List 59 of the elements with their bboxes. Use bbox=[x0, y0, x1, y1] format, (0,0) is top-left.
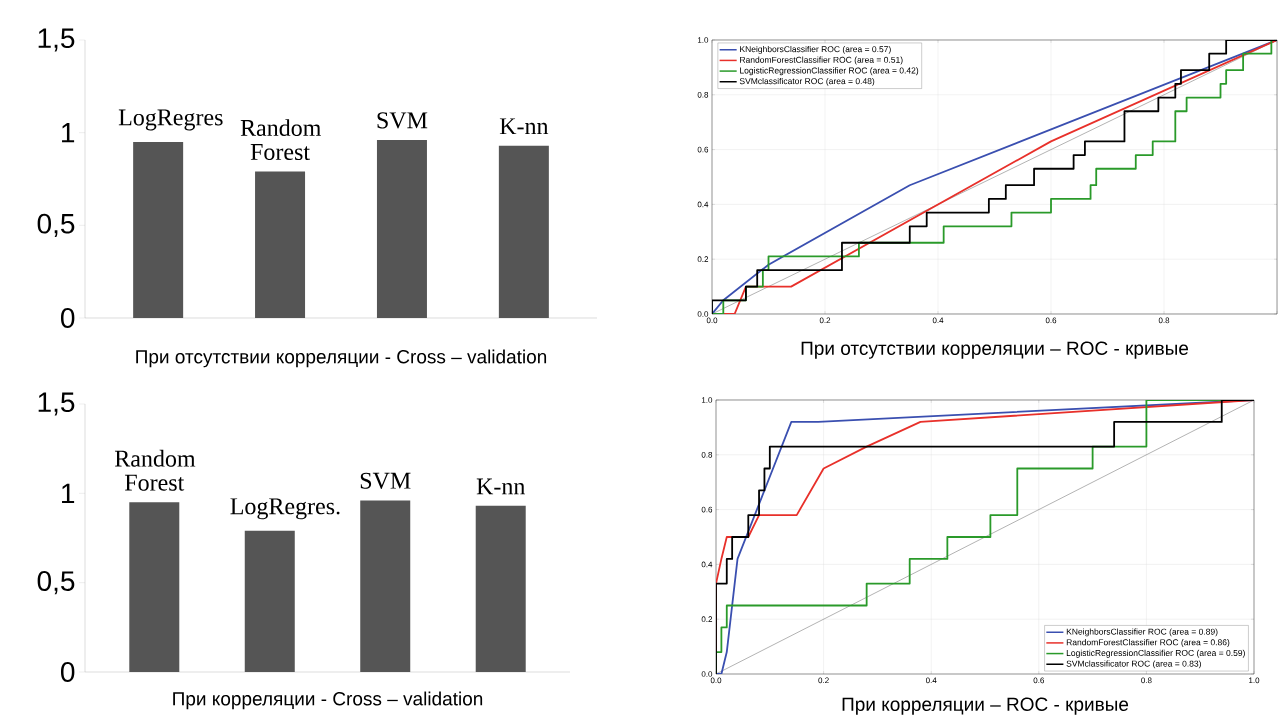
text: При отсутствии корреляции - Cross – validation bbox=[136, 349, 547, 368]
bar bbox=[360, 500, 411, 672]
y-tick-label: 1 bbox=[62, 483, 75, 503]
y-tick-label: 0.8 bbox=[701, 451, 713, 458]
bar bbox=[376, 140, 427, 318]
x-tick-label: Random Forest bbox=[114, 449, 196, 491]
x-tick-label: 1.0 bbox=[1249, 677, 1260, 684]
legend-label: RandomForestClassifier ROC (area = 0.86) bbox=[1066, 639, 1230, 647]
x-tick-label: SVM bbox=[377, 112, 428, 129]
y-tick-label: 1,5 bbox=[38, 392, 75, 416]
y-tick-label: 0.2 bbox=[701, 616, 713, 623]
x-tick-label: Random Forest bbox=[240, 119, 321, 161]
y-tick-label: 0.0 bbox=[701, 671, 713, 677]
y-tick-label: 0.6 bbox=[701, 506, 713, 513]
x-tick-label: 0.8 bbox=[1141, 677, 1152, 684]
x-tick-label: 0.2 bbox=[819, 317, 831, 324]
legend-label: SVMclassificator ROC (area = 0.48) bbox=[739, 77, 875, 86]
x-tick-label: 0.4 bbox=[932, 317, 944, 324]
x-tick-label: SVM bbox=[360, 472, 411, 489]
x-tick-label: 0.2 bbox=[818, 677, 829, 684]
x-tick-label: K-nn bbox=[499, 118, 549, 135]
legend-label: LogisticRegressionClassifier ROC (area = 0.42) bbox=[740, 67, 919, 76]
x-tick-label: 0.0 bbox=[710, 677, 722, 684]
legend-label: RandomForestClassifier ROC (area = 0.51) bbox=[740, 56, 903, 65]
legend-label: KNeighborsClassifier ROC (area = 0.89) bbox=[1066, 628, 1218, 637]
legend-label: LogisticRegressionClassifier ROC (area = 0.59) bbox=[1066, 649, 1245, 658]
x-tick-label: LogRegres bbox=[118, 109, 223, 131]
bar bbox=[133, 141, 184, 318]
y-tick-label: 0,5 bbox=[37, 571, 75, 595]
y-tick-label: 0 bbox=[60, 662, 75, 682]
y-tick-label: 1.0 bbox=[701, 397, 713, 403]
x-tick-label: 0.0 bbox=[706, 317, 718, 324]
y-tick-label: 1.0 bbox=[697, 37, 709, 43]
bar bbox=[244, 530, 295, 672]
x-tick-label: 0.8 bbox=[1158, 317, 1170, 324]
bar bbox=[498, 145, 549, 318]
x-tick-label: 0.6 bbox=[1033, 677, 1045, 684]
x-tick-label: 0.6 bbox=[1045, 317, 1057, 324]
y-tick-label: 1 bbox=[62, 123, 75, 143]
y-tick-label: 1,5 bbox=[38, 28, 75, 52]
y-tick-label: 0.8 bbox=[697, 91, 709, 98]
text: При корреляции - Cross – validation bbox=[173, 691, 483, 710]
legend-label: KNeighborsClassifier ROC (area = 0.57) bbox=[740, 45, 891, 54]
y-tick-label: 0 bbox=[60, 308, 75, 328]
y-tick-label: 0.4 bbox=[701, 561, 713, 568]
text: При отсутствии корреляции – ROC - кривые bbox=[801, 341, 1189, 359]
y-tick-label: 0.0 bbox=[697, 311, 709, 317]
legend-label: SVMclassificator ROC (area = 0.83) bbox=[1066, 660, 1201, 669]
y-tick-label: 0.2 bbox=[697, 256, 709, 263]
y-tick-label: 0.6 bbox=[697, 146, 709, 153]
y-tick-label: 0,5 bbox=[37, 213, 75, 237]
bar bbox=[475, 505, 526, 672]
y-tick-label: 0.4 bbox=[697, 201, 709, 208]
text: При корреляции – ROC - кривые bbox=[842, 697, 1129, 715]
x-tick-label: LogRegres. bbox=[230, 498, 340, 520]
x-tick-label: 0.4 bbox=[925, 677, 937, 684]
bar bbox=[129, 502, 180, 672]
x-tick-label: K-nn bbox=[476, 478, 526, 495]
bar bbox=[255, 171, 306, 318]
